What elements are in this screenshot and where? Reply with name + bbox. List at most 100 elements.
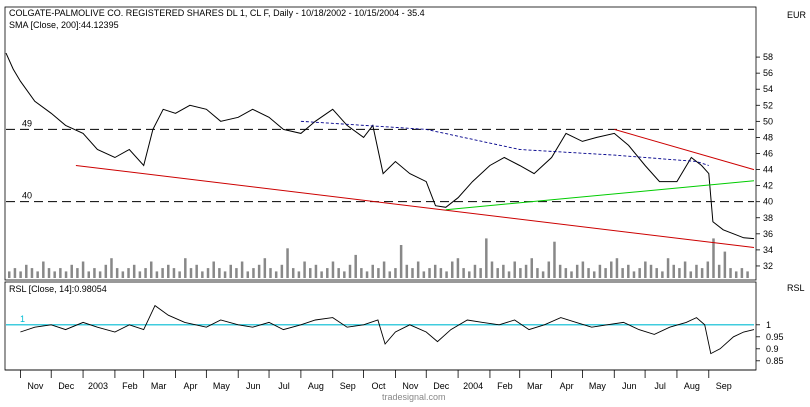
volume-bar (689, 271, 693, 278)
volume-bar (30, 268, 34, 278)
volume-bar (473, 264, 477, 278)
volume-bar (47, 268, 51, 278)
price-y-tick-label: 46 (763, 148, 773, 158)
volume-bar (371, 264, 374, 278)
volume-bar (632, 271, 636, 278)
volume-bar (25, 264, 28, 278)
rsl-y-tick-label: 1 (766, 320, 771, 330)
volume-bar (655, 268, 658, 278)
price-y-tick-label: 58 (763, 52, 773, 62)
x-tick-label: May (589, 381, 607, 391)
price-y-tick-label: 36 (763, 229, 773, 239)
volume-bar (132, 264, 136, 278)
x-tick-label: Dec (58, 381, 75, 391)
x-tick-label: Apr (560, 381, 574, 391)
rsl-axis-title: RSL (787, 283, 805, 293)
volume-bar (280, 264, 284, 278)
price-plot: 32 34 36 38 40 42 44 46 48 50 52 54 56 58 49 40 (5, 52, 773, 278)
chart-title: COLGATE-PALMOLIVE CO. REGISTERED SHARES … (9, 8, 425, 18)
volume-bar (717, 264, 721, 278)
x-tick-label: Nov (27, 381, 44, 391)
volume-bar (683, 261, 687, 278)
volume-bar (121, 271, 125, 278)
volume-bar (320, 271, 323, 278)
volume-bar (223, 271, 227, 278)
volume-bar (445, 271, 448, 278)
volume-bar (263, 258, 267, 278)
volume-bar (433, 264, 437, 278)
level-label: 40 (22, 191, 32, 201)
volume-bar (519, 268, 522, 278)
volume-bar (575, 264, 579, 278)
volume-bar (274, 271, 278, 278)
volume-bar (138, 271, 142, 278)
x-axis: Nov Dec 2003 Feb Mar Apr May Jun Jul Aug Sep Oct Nov… (5, 369, 756, 391)
x-tick-label: Aug (684, 381, 700, 391)
volume-bar (127, 268, 130, 278)
volume-bar (485, 238, 488, 278)
volume-bar (564, 268, 568, 278)
volume-bar (13, 268, 17, 278)
volume-bar (314, 264, 318, 278)
volume-bar (348, 264, 352, 278)
trendline-lower (75, 165, 755, 248)
volume-bar (587, 268, 590, 278)
volume-bar (729, 268, 732, 278)
volume-bar (649, 264, 653, 278)
volume-bar (468, 271, 471, 278)
volume-bar (678, 268, 681, 278)
rsl-y-tick-label: 0.9 (766, 344, 779, 354)
volume-bar (604, 268, 607, 278)
volume-bar (172, 268, 176, 278)
volume-bar (76, 268, 79, 278)
x-tick-label: Feb (497, 381, 513, 391)
volume-bar (93, 268, 96, 278)
x-tick-label: Sep (340, 381, 356, 391)
x-tick-label: Dec (433, 381, 450, 391)
price-y-tick-label: 34 (763, 245, 773, 255)
volume-bar (42, 261, 45, 278)
x-tick-label: Apr (184, 381, 198, 391)
volume-bar (144, 268, 147, 278)
price-panel-frame (4, 6, 757, 281)
x-tick-label: Mar (151, 381, 167, 391)
volume-bar (615, 258, 619, 278)
volume-bar (81, 261, 85, 278)
volume-bar (252, 268, 255, 278)
trendline-upper (614, 128, 755, 171)
x-tick-label: Nov (402, 381, 419, 391)
volume-bar (490, 261, 494, 278)
volume-bar (496, 268, 499, 278)
volume-bar (8, 271, 11, 278)
volume-bar (502, 264, 505, 278)
volume-bar (536, 268, 539, 278)
volume-bar (115, 268, 119, 278)
sma-legend-label: SMA [Close, 200]:44.12395 (9, 20, 119, 30)
volume-bar (439, 268, 443, 278)
volume-bar (212, 261, 215, 278)
volume-bar (524, 264, 528, 278)
rsl-y-tick-label: 0.95 (766, 332, 784, 342)
sma-series-line (300, 120, 709, 166)
x-tick-label: Jul (654, 381, 666, 391)
volume-bar (547, 261, 551, 278)
volume-bar (740, 268, 744, 278)
volume-bar (70, 264, 73, 278)
volume-bar (428, 268, 431, 278)
price-y-tick-label: 40 (763, 197, 773, 207)
volume-bar (644, 261, 647, 278)
volume-bar (337, 268, 340, 278)
volume-bar (218, 268, 221, 278)
rsl-legend-label: RSL [Close, 14]:0.98054 (9, 284, 107, 294)
volume-bar (189, 268, 193, 278)
volume-bar (581, 261, 585, 278)
volume-bar (507, 271, 511, 278)
volume-bar (405, 264, 409, 278)
x-tick-label: 2004 (463, 381, 483, 391)
volume-bar (621, 268, 624, 278)
volume-bar (104, 264, 108, 278)
volume-bar (513, 261, 516, 278)
x-tick-label: Jun (622, 381, 637, 391)
volume-bar (53, 271, 56, 278)
